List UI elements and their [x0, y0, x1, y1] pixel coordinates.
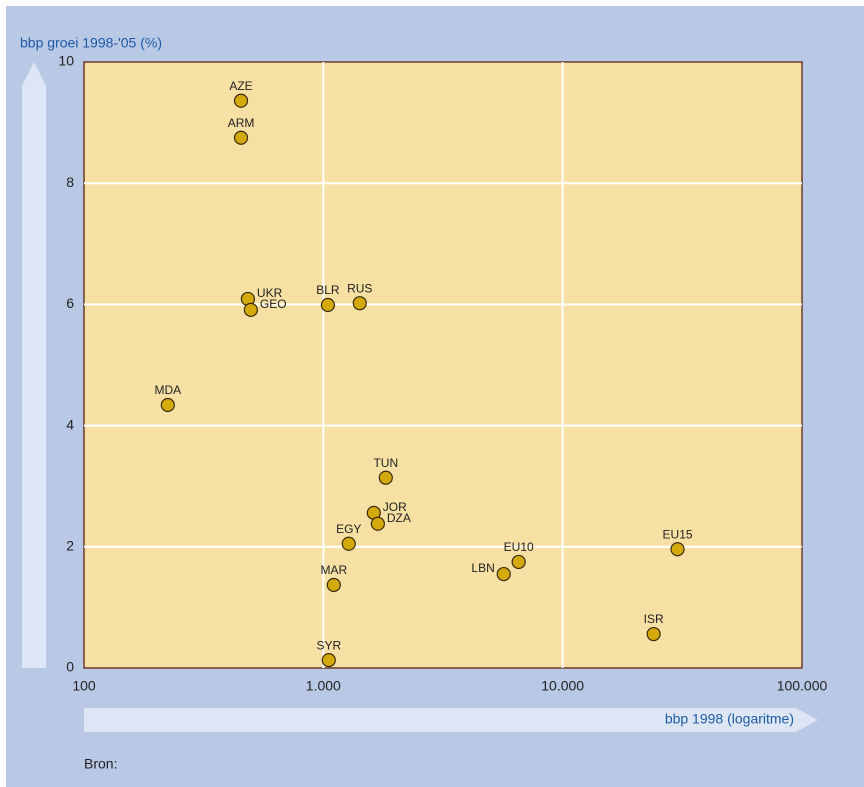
data-point	[326, 577, 341, 593]
data-point	[233, 130, 249, 145]
y-tick-label: 6	[66, 295, 74, 311]
point-label: AZE	[229, 79, 252, 93]
y-tick-label: 8	[66, 174, 74, 190]
data-point	[670, 542, 685, 557]
point-label: EU10	[504, 540, 534, 554]
data-point	[233, 93, 249, 108]
point-label: SYR	[316, 638, 341, 652]
x-tick-label: 100.000	[777, 678, 828, 694]
data-point	[341, 536, 356, 551]
data-point	[320, 297, 336, 313]
data-point	[646, 626, 661, 642]
point-label: DZA	[387, 511, 411, 525]
y-tick-label: 10	[58, 53, 74, 69]
data-point	[378, 470, 393, 485]
x-axis-title: bbp 1998 (logaritme)	[665, 711, 794, 727]
data-point	[352, 296, 367, 311]
x-tick-label: 10.000	[541, 678, 584, 694]
point-label: EU15	[663, 527, 693, 541]
point-label: GEO	[260, 297, 287, 311]
x-tick-label: 1.000	[306, 678, 341, 694]
point-label: UKR	[257, 286, 283, 300]
data-point	[160, 397, 175, 413]
point-label: MDA	[154, 383, 181, 397]
y-axis-title: bbp groei 1998-'05 (%)	[20, 35, 162, 51]
point-label: MAR	[320, 563, 347, 577]
plot-area	[83, 61, 803, 669]
point-label: EGY	[336, 522, 361, 536]
data-point	[511, 554, 526, 570]
point-label: BLR	[316, 283, 340, 297]
data-point	[321, 653, 336, 668]
y-tick-label: 2	[66, 538, 74, 554]
point-label: ISR	[644, 612, 664, 626]
y-tick-label: 4	[66, 416, 74, 432]
point-label: LBN	[471, 561, 494, 575]
data-point	[370, 516, 385, 531]
y-arrow	[22, 62, 46, 668]
source: Bron:	[84, 756, 117, 772]
x-arrow	[84, 708, 818, 732]
data-point	[496, 566, 511, 582]
data-point	[243, 302, 258, 317]
point-label: ARM	[228, 116, 255, 130]
point-label: JOR	[383, 500, 407, 514]
y-tick-label: 0	[66, 659, 74, 675]
point-label: RUS	[347, 281, 372, 295]
point-label: TUN	[373, 456, 398, 470]
x-tick-label: 100	[72, 678, 96, 694]
